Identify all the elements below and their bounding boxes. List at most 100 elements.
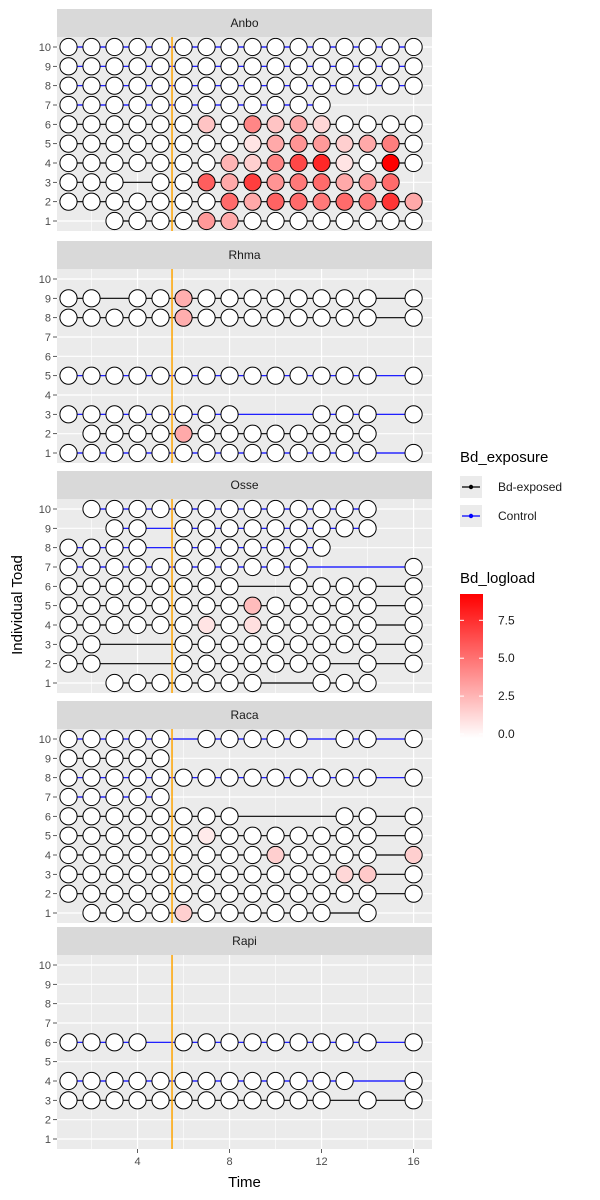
data-point: [404, 1071, 423, 1091]
load-colorbar-ticks: 0.0 2.5 5.0 7.5: [460, 613, 515, 741]
legend-point-bd-exposed: [468, 484, 474, 490]
data-point: [82, 903, 101, 923]
data-point: [358, 173, 377, 192]
data-point: [266, 1091, 285, 1110]
data-point: [266, 115, 285, 134]
y-tick-label: 6: [45, 1037, 51, 1049]
data-point: [358, 654, 377, 673]
x-tick-label: 16: [407, 1156, 419, 1168]
data-point: [335, 884, 354, 903]
data-point: [82, 577, 101, 596]
data-point: [197, 865, 216, 884]
data-point: [105, 76, 124, 95]
data-point: [197, 424, 216, 443]
data-point: [128, 538, 147, 557]
data-point: [128, 57, 147, 76]
data-point: [174, 538, 193, 557]
toad-1-series: [59, 443, 423, 463]
data-point: [243, 615, 262, 635]
toad-1-series: [105, 673, 377, 693]
y-tick-label: 5: [45, 371, 51, 383]
data-point: [312, 405, 331, 424]
data-point: [59, 76, 78, 95]
data-point: [128, 519, 147, 538]
data-point: [128, 807, 147, 826]
y-tick-label: 3: [45, 409, 51, 421]
data-point: [289, 366, 308, 385]
data-point: [289, 538, 308, 557]
data-point: [197, 1091, 216, 1110]
data-point: [289, 443, 308, 463]
x-axis: 4 8 12 16: [134, 1149, 420, 1168]
toad-6-series: [59, 807, 423, 826]
toad-4-series: [59, 845, 423, 865]
data-point: [82, 308, 101, 327]
data-point: [289, 76, 308, 95]
data-point: [358, 596, 377, 615]
data-point: [59, 308, 78, 327]
data-point: [404, 768, 423, 787]
data-point: [128, 787, 147, 807]
data-point: [289, 519, 308, 538]
strip-label: Raca: [230, 708, 258, 722]
data-point: [105, 37, 124, 57]
toad-3-series: [59, 173, 400, 192]
data-point: [243, 654, 262, 673]
data-point: [105, 134, 124, 153]
data-point: [358, 405, 377, 424]
data-point: [335, 865, 354, 884]
data-point: [59, 749, 78, 768]
data-point: [266, 134, 285, 153]
data-point: [312, 673, 331, 693]
data-point: [197, 1071, 216, 1091]
strip-label: Rapi: [232, 934, 257, 948]
data-point: [404, 884, 423, 903]
y-tick-label: 2: [45, 197, 51, 209]
toad-9-series: [59, 57, 423, 76]
data-point: [289, 308, 308, 327]
toad-7-series: [59, 95, 331, 115]
data-point: [82, 596, 101, 615]
data-point: [289, 95, 308, 115]
data-point: [266, 884, 285, 903]
data-point: [151, 134, 170, 153]
data-point: [82, 749, 101, 768]
data-point: [128, 903, 147, 923]
strip-bg: [57, 927, 432, 955]
data-point: [128, 153, 147, 173]
data-point: [266, 519, 285, 538]
data-point: [82, 557, 101, 577]
data-point: [197, 538, 216, 557]
data-point: [105, 903, 124, 923]
data-point: [197, 95, 216, 115]
data-point: [289, 557, 308, 577]
data-point: [335, 153, 354, 173]
data-point: [59, 405, 78, 424]
data-point: [105, 615, 124, 635]
data-point: [220, 807, 239, 826]
data-point: [243, 729, 262, 749]
toad-7-series: [59, 557, 423, 577]
data-point: [174, 37, 193, 57]
data-point: [220, 134, 239, 153]
data-point: [243, 557, 262, 577]
data-point: [404, 729, 423, 749]
data-point: [289, 768, 308, 787]
data-point: [358, 635, 377, 654]
data-point: [59, 787, 78, 807]
data-point: [82, 635, 101, 654]
y-tick-label: 7: [45, 1018, 51, 1030]
data-point: [358, 577, 377, 596]
data-point: [151, 499, 170, 519]
data-point: [266, 729, 285, 749]
data-point: [105, 865, 124, 884]
data-point: [358, 519, 377, 538]
data-point: [59, 845, 78, 865]
y-tick-label: 2: [45, 1115, 51, 1127]
data-point: [358, 308, 377, 327]
data-point: [128, 134, 147, 153]
data-point: [289, 289, 308, 308]
data-point: [197, 153, 216, 173]
data-point: [128, 95, 147, 115]
data-point: [243, 366, 262, 385]
